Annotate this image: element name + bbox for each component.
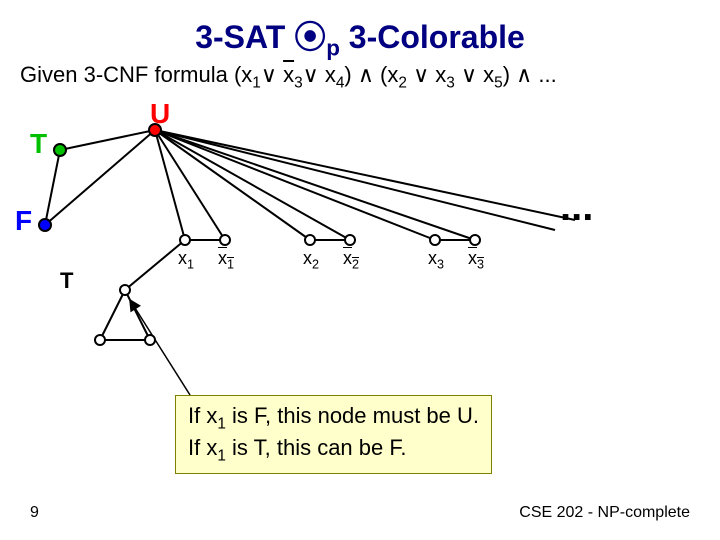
var-label-x1: x1	[166, 248, 206, 272]
node-label-T-small: T	[60, 268, 73, 294]
var-label-x3: x3	[416, 248, 456, 272]
var-label-x3bar: x3	[456, 248, 496, 272]
var-x: x	[218, 248, 227, 268]
var-sub: 2	[352, 258, 359, 272]
ellipsis: ...	[560, 185, 593, 230]
var-label-x1bar: x1	[206, 248, 246, 272]
annotation-box: If x1 is F, this node must be U. If x1 i…	[175, 395, 492, 474]
var-sub: 1	[187, 258, 194, 272]
var-sub: 1	[227, 258, 234, 272]
var-x: x	[343, 248, 352, 268]
var-x: x	[468, 248, 477, 268]
var-label-x2: x2	[291, 248, 331, 272]
annotation-line-2: If x1 is T, this can be F.	[188, 434, 479, 466]
node-label-F: F	[15, 205, 32, 237]
var-sub: 3	[437, 258, 444, 272]
annotation-line-1: If x1 is F, this node must be U.	[188, 402, 479, 434]
page-number: 9	[30, 504, 39, 522]
var-x: x	[178, 248, 187, 268]
var-x: x	[303, 248, 312, 268]
var-label-x2bar: x2	[331, 248, 371, 272]
node-label-T: T	[30, 128, 47, 160]
course-footer: CSE 202 - NP-complete	[519, 504, 690, 522]
annotation-seg: is F, this node must be U.	[226, 403, 479, 428]
annotation-seg: If x	[188, 435, 217, 460]
annotation-seg: is T, this can be F.	[226, 435, 407, 460]
node-label-U: U	[150, 98, 170, 130]
annotation-sub: 1	[217, 415, 226, 432]
var-x: x	[428, 248, 437, 268]
annotation-seg: If x	[188, 403, 217, 428]
var-sub: 2	[312, 258, 319, 272]
annotation-sub: 1	[217, 448, 226, 465]
var-sub: 3	[477, 258, 484, 272]
